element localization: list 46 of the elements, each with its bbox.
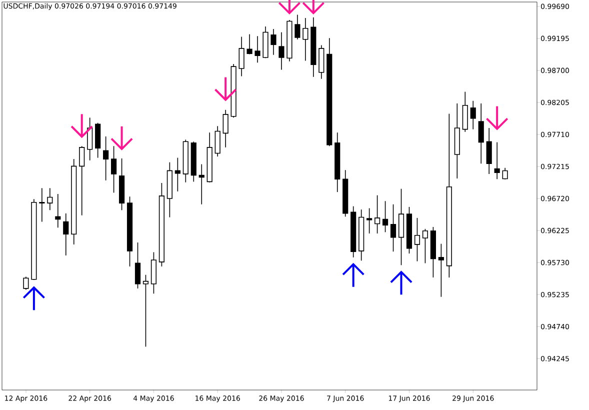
candlestick [366,208,372,234]
candlestick [39,188,45,222]
candlestick [103,136,109,181]
candlestick [294,14,300,40]
candlestick [150,252,157,294]
candlestick [278,32,284,70]
candlestick [79,146,85,216]
candlestick [47,188,53,211]
candlestick [318,44,324,80]
candlestick [414,218,420,262]
candlestick [23,276,29,290]
candlestick [174,157,180,192]
candlestick [198,164,204,205]
candlestick [438,243,444,298]
point [214,77,237,102]
point [70,114,93,138]
candlestick [246,34,252,55]
candlestick [486,128,492,174]
candlestick [422,228,428,264]
candlestick [214,126,220,157]
candlestick [95,122,101,158]
point [22,286,45,310]
point [390,270,412,295]
candlestick [110,146,117,194]
candlestick [87,117,93,161]
point [342,262,364,287]
candlestick [134,242,141,289]
point [110,126,133,150]
candlestick [254,36,260,64]
candlestick [494,142,500,180]
candlestick [478,103,484,164]
candlestick [222,110,228,148]
candlestick [502,167,508,180]
candlestick [55,194,61,228]
candlestick [302,18,308,62]
point [486,106,508,130]
candlestick [374,194,380,234]
candlestick [462,91,468,132]
candlestick [390,204,396,252]
candlestick [470,100,476,130]
candlestick [63,213,69,256]
candlestick [398,188,404,266]
candlestick [270,28,276,56]
candlestick [238,36,244,77]
candlestick [142,274,149,348]
candlestick [382,200,388,233]
